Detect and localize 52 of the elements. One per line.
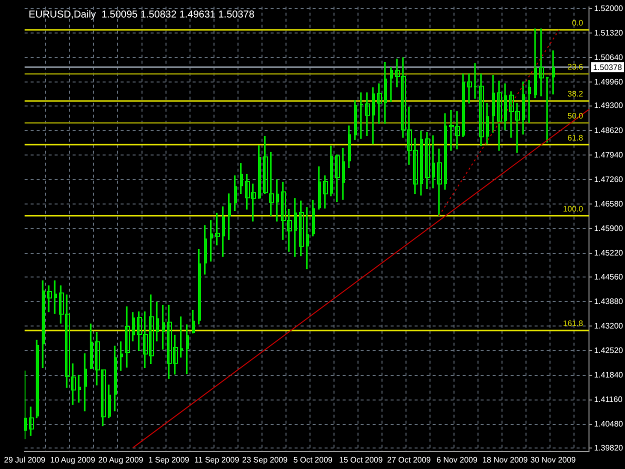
y-tick-label: 1.46580 [594,199,624,208]
candlestick [539,28,544,96]
y-tick-label: 1.51320 [594,28,624,38]
y-tick-label: 1.44560 [594,272,624,282]
y-tick-label: 1.40480 [594,420,624,429]
x-tick-label: 6 Nov 2009 [436,455,478,464]
y-tick-label: 1.39820 [594,443,624,452]
x-tick-label: 1 Sep 2009 [148,455,190,464]
candlestick [528,80,531,123]
candlestick [437,148,442,216]
annotation: 161.8 [563,319,584,328]
y-tick-label: 1.47260 [594,174,624,184]
y-tick-label: 1.50640 [594,52,624,62]
candlestick [365,92,370,136]
candlestick [390,67,393,102]
candlestick [360,92,363,139]
x-tick-label: 30 Nov 2009 [530,455,576,464]
x-tick-label: 20 Aug 2009 [98,455,144,464]
candlestick [467,74,472,104]
candlestick [546,76,549,142]
x-tick-label: 29 Jul 2009 [4,455,46,464]
candlestick [552,50,555,94]
x-tick-label: 18 Nov 2009 [482,455,528,464]
y-tick-label: 1.48620 [594,126,624,135]
y-tick-label: 1.47940 [594,150,624,160]
candlestick [474,63,477,99]
candlestick [425,132,430,190]
candlestick [497,80,502,151]
candlestick [377,83,382,124]
y-tick-label: 1.42520 [594,346,624,355]
y-tick-label: 1.45220 [594,248,624,258]
x-tick-label: 5 Oct 2009 [293,455,334,464]
x-tick-label: 27 Oct 2009 [387,455,432,464]
y-tick-label: 1.45900 [594,224,624,233]
chart-title: EURUSD,Daily 1.50095 1.50832 1.49631 1.50378 [28,10,255,21]
y-tick-label: 1.49960 [594,77,624,86]
x-tick-label: 10 Aug 2009 [50,455,96,464]
x-tick-label: 23 Sep 2009 [242,455,288,464]
x-tick-label: 11 Sep 2009 [194,455,240,464]
annotation: 0.0 [572,18,584,28]
y-tick-label: 1.41160 [594,395,623,404]
candlestick [479,74,484,146]
ref-line-label: 1.50378 [593,62,623,72]
annotation: 61.8 [568,133,584,142]
y-tick-label: 1.52000 [594,4,624,13]
y-tick-label: 1.41840 [594,370,624,380]
y-tick-label: 1.43200 [594,321,624,330]
y-tick-label: 1.43880 [594,296,624,306]
annotation: 100.0 [563,204,584,214]
x-tick-label: 15 Oct 2009 [339,455,384,464]
y-tick-label: 1.49300 [594,101,624,110]
annotation: 38.2 [568,90,584,99]
